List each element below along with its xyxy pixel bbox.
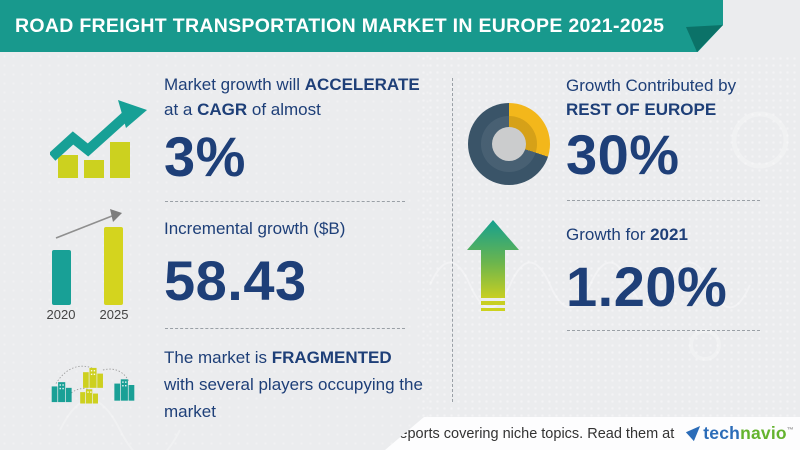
fragmented-line1: The market is FRAGMENTED: [164, 348, 392, 367]
cagr-caption-normal: Market growth will: [164, 75, 305, 94]
fragmented-bold: FRAGMENTED: [271, 348, 392, 367]
report-count: 17000+: [331, 425, 382, 442]
donut-hole: [492, 127, 526, 161]
donut-chart-icon: [468, 103, 550, 185]
left-divider-2: [165, 328, 405, 329]
contribution-value: 30%: [566, 123, 680, 186]
right-divider-1: [567, 200, 760, 201]
contribution-caption: Growth Contributed by REST OF EUROPE: [566, 74, 736, 122]
incremental-value: 58.43: [164, 249, 307, 312]
page-title: ROAD FREIGHT TRANSPORTATION MARKET IN EU…: [15, 15, 665, 37]
logo-wordmark: technavio™: [703, 423, 794, 444]
cagr-value: 3%: [164, 125, 246, 188]
title-banner: [0, 0, 723, 52]
yoy-caption: Growth for 2021: [566, 222, 688, 247]
growth-trend-arrow-icon: [50, 100, 147, 178]
bar-comparison-icon: 2020 2025: [46, 205, 129, 323]
yoy-label-year: 2021: [650, 225, 688, 244]
left-divider-1: [165, 201, 405, 202]
cagr-line2-post: of almost: [247, 100, 321, 119]
yoy-value: 1.20%: [566, 255, 728, 318]
footer-phrase: Reports covering niche topics. Read them…: [388, 425, 675, 442]
technavio-logo: technavio™: [685, 423, 794, 444]
up-arrow-icon: [467, 220, 519, 311]
contribution-line2: REST OF EUROPE: [566, 100, 717, 119]
cagr-caption-line2: at a CAGR of almost: [164, 100, 321, 119]
logo-trademark: ™: [786, 427, 794, 435]
bar-year-end: 2025: [99, 307, 129, 322]
incremental-label: Incremental growth ($B): [164, 219, 346, 238]
fragmented-normal: The market is: [164, 348, 272, 367]
banner-fold-corner: [686, 25, 723, 52]
fragmented-caption: The market is FRAGMENTED with several pl…: [164, 344, 423, 425]
footer-bar: 17000+ Reports covering niche topics. Re…: [331, 417, 800, 450]
cagr-caption-line1: Market growth will ACCELERATE: [164, 75, 420, 94]
technavio-logo-mark-icon: [686, 425, 701, 441]
cagr-line2-pre: at a: [164, 100, 198, 119]
cagr-caption-bold: ACCELERATE: [304, 75, 420, 94]
fragmented-line2: with several players occupying the: [164, 375, 423, 394]
fragmented-line3: market: [164, 402, 216, 421]
logo-tech-text: tech: [703, 423, 741, 443]
contribution-line1: Growth Contributed by: [566, 76, 737, 95]
cagr-line2-bold: CAGR: [197, 100, 248, 119]
cagr-caption: Market growth will ACCELERATE at a CAGR …: [164, 72, 420, 122]
bar-comparison-graphic: [52, 209, 123, 305]
bar-year-start: 2020: [46, 307, 76, 322]
yoy-label-normal: Growth for: [566, 225, 651, 244]
fragmented-buildings-network-icon: [51, 365, 135, 404]
logo-navio-text: navio: [740, 423, 787, 443]
column-divider: [452, 78, 453, 402]
right-divider-2: [567, 330, 760, 331]
